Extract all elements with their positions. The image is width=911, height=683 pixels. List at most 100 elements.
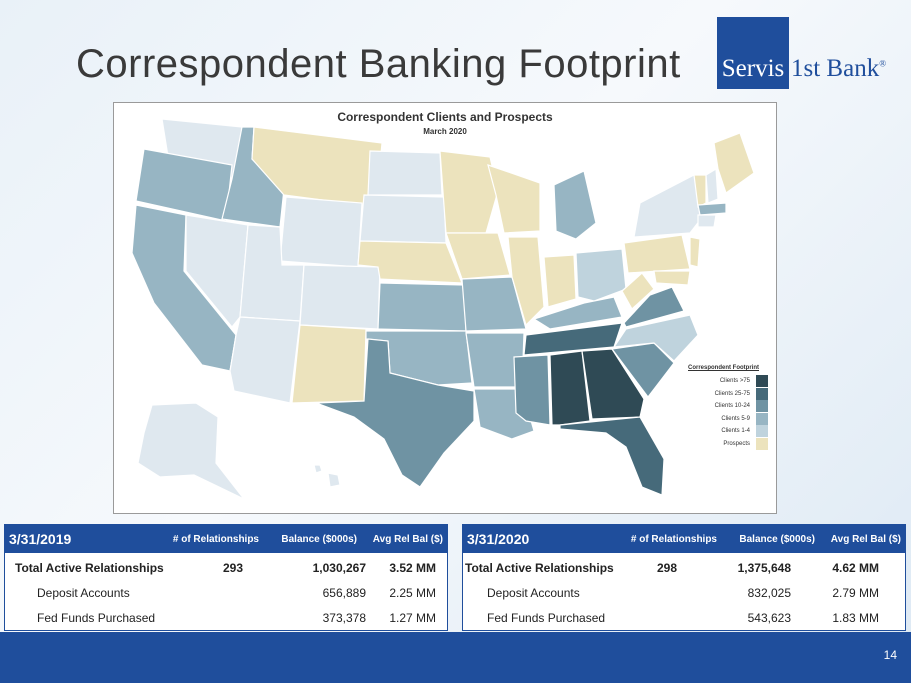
table-header: 3/31/2019 # of Relationships Balance ($0… (5, 525, 447, 553)
state-ct (697, 214, 717, 228)
cell-balance: 373,378 (322, 610, 366, 625)
map-legend: Correspondent Footprint Clients >75 Clie… (688, 365, 768, 450)
legend-label: Clients 10-24 (714, 403, 750, 410)
state-mi (553, 170, 597, 240)
map-title: Correspondent Clients and Prospects (337, 110, 553, 124)
legend-title: Correspondent Footprint (688, 365, 759, 371)
state-nj (689, 236, 701, 268)
us-map-graphic (131, 118, 755, 500)
state-sd (359, 194, 447, 244)
state-ky (532, 296, 623, 330)
row-label: Fed Funds Purchased (37, 610, 156, 625)
state-hi-2 (327, 472, 341, 488)
state-ak (137, 402, 245, 500)
cell-balance: 543,623 (747, 610, 791, 625)
state-co (299, 264, 381, 330)
cell-balance: 1,030,267 (312, 560, 366, 575)
state-va (623, 286, 685, 328)
legend-item: Prospects (688, 437, 768, 451)
state-in (543, 254, 577, 308)
cell-avg: 4.62 MM (832, 560, 879, 575)
cell-balance: 656,889 (322, 585, 366, 600)
state-il (507, 236, 545, 327)
state-wi (487, 164, 541, 234)
state-ga (581, 348, 645, 420)
cell-avg: 2.79 MM (832, 585, 879, 600)
table-row: Deposit Accounts 656,889 2.25 MM (5, 580, 447, 605)
table-row: Total Active Relationships 293 1,030,267… (5, 555, 447, 580)
state-ks (377, 282, 467, 332)
state-az (229, 316, 301, 404)
row-label: Total Active Relationships (465, 560, 614, 575)
row-label: Deposit Accounts (37, 585, 130, 600)
legend-item: Clients >75 (688, 375, 768, 388)
cell-avg: 2.25 MM (389, 585, 436, 600)
legend-label: Clients 1-4 (721, 428, 750, 435)
state-ms (513, 354, 551, 426)
map-subtitle: March 2020 (423, 127, 467, 136)
legend-swatch (756, 375, 768, 388)
state-tx (315, 338, 475, 488)
col-header-avg: Avg Rel Bal ($) (830, 533, 901, 545)
state-nc (612, 314, 699, 362)
legend-item: Clients 25-75 (688, 387, 768, 401)
legend-item: Clients 1-4 (688, 425, 768, 438)
state-oh (575, 248, 627, 302)
legend-label: Prospects (723, 440, 750, 447)
cell-balance: 1,375,648 (737, 560, 791, 575)
state-nv (185, 214, 249, 328)
state-nh (705, 167, 719, 204)
legend-item: Clients 10-24 (688, 400, 768, 413)
cell-relationships: 293 (222, 560, 243, 575)
servisfirst-logo: Servis 1st Bank® (717, 17, 886, 89)
row-label: Deposit Accounts (487, 585, 580, 600)
page-number: 14 (883, 648, 897, 662)
legend-swatch (756, 412, 768, 425)
logo-reg-mark: ® (879, 58, 887, 69)
table-row: Total Active Relationships 298 1,375,648… (463, 555, 905, 580)
legend-label: Clients 5-9 (721, 415, 750, 422)
table-row: Fed Funds Purchased 543,623 1.83 MM (463, 605, 905, 630)
state-vt (693, 174, 707, 208)
row-label: Fed Funds Purchased (487, 610, 606, 625)
state-md (653, 270, 691, 286)
legend-swatch (756, 400, 768, 413)
col-header-balance: Balance ($000s) (281, 533, 357, 545)
logo-text: 1st Bank® (789, 55, 886, 89)
state-fl (559, 416, 665, 496)
table-date: 3/31/2020 (467, 531, 530, 547)
table-header: 3/31/2020 # of Relationships Balance ($0… (463, 525, 905, 553)
legend-swatch (756, 425, 768, 438)
legend-swatch (756, 387, 768, 400)
table-date: 3/31/2019 (9, 531, 72, 547)
relationships-table-2020: 3/31/2020 # of Relationships Balance ($0… (462, 524, 906, 631)
cell-avg: 3.52 MM (389, 560, 436, 575)
cell-avg: 1.27 MM (389, 610, 436, 625)
col-header-avg: Avg Rel Bal ($) (372, 533, 443, 545)
state-nd (367, 150, 443, 196)
cell-avg: 1.83 MM (832, 610, 879, 625)
state-pa (623, 234, 691, 274)
state-mn (439, 150, 499, 234)
state-wv (621, 272, 655, 310)
state-me (713, 132, 755, 194)
state-hi (313, 464, 323, 474)
state-ma (697, 202, 727, 216)
logo-box: Servis (717, 17, 789, 89)
footer-bar: 14 (0, 632, 911, 683)
row-label: Total Active Relationships (15, 560, 164, 575)
col-header-relationships: # of Relationships (630, 533, 717, 545)
logo-text-main: 1st Bank (791, 55, 880, 82)
state-ne (357, 240, 463, 284)
legend-swatch (756, 437, 768, 450)
state-ia (445, 232, 511, 280)
table-row: Fed Funds Purchased 373,378 1.27 MM (5, 605, 447, 630)
cell-relationships: 298 (656, 560, 677, 575)
table-row: Deposit Accounts 832,025 2.79 MM (463, 580, 905, 605)
legend-label: Clients 25-75 (714, 390, 750, 397)
cell-balance: 832,025 (747, 585, 791, 600)
state-wy (279, 196, 363, 268)
legend-item: Clients 5-9 (688, 412, 768, 426)
col-header-balance: Balance ($000s) (739, 533, 815, 545)
us-footprint-map: Correspondent Clients and Prospects Marc… (113, 102, 777, 514)
